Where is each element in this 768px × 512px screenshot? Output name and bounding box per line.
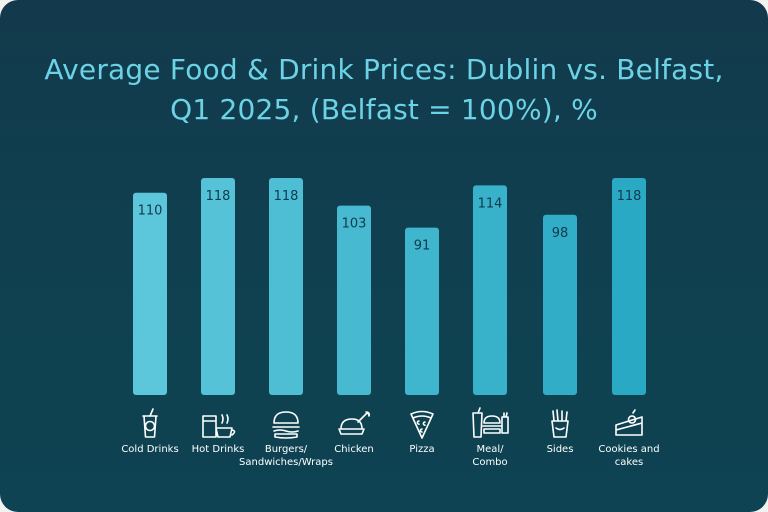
- pizza-icon: [410, 410, 434, 439]
- cold-drink-icon: [142, 408, 158, 438]
- chart-title-line-1: Average Food & Drink Prices: Dublin vs. …: [44, 53, 724, 86]
- bar-value-label: 118: [274, 189, 299, 204]
- bar-value-label: 98: [552, 226, 569, 241]
- category-label-hot-drinks: Hot Drinks: [192, 444, 245, 455]
- fries-icon: [551, 409, 569, 438]
- bar-hot-drinks: [201, 178, 235, 395]
- burger-icon: [272, 411, 300, 439]
- category-label-sides: Sides: [547, 444, 574, 455]
- bar-cookies-and-cakes: [612, 178, 646, 395]
- category-label-cold-drinks: Cold Drinks: [121, 444, 178, 455]
- bar-sides: [543, 214, 577, 395]
- bar-burgers-sandwiches-wraps: [269, 178, 303, 395]
- bar-pizza: [405, 227, 439, 395]
- bar-value-label: 118: [206, 189, 231, 204]
- meal-combo-icon: [472, 407, 509, 438]
- cake-icon: [615, 409, 643, 436]
- category-label-chicken: Chicken: [334, 444, 374, 455]
- chicken-icon: [338, 411, 370, 435]
- hot-drink-icon: [202, 414, 236, 438]
- bar-value-label: 91: [414, 239, 431, 254]
- bar-cold-drinks: [133, 192, 167, 395]
- bar-meal-combo: [473, 185, 507, 395]
- bar-value-label: 110: [138, 204, 163, 219]
- category-label-pizza: Pizza: [409, 444, 434, 455]
- bar-chicken: [337, 205, 371, 395]
- category-label-cookies-and-cakes: Cookies and cakes: [598, 444, 659, 468]
- chart-title-line-2: Q1 2025, (Belfast = 100%), %: [170, 93, 598, 126]
- bar-value-label: 118: [617, 189, 642, 204]
- bar-value-label: 103: [342, 217, 367, 232]
- category-label-burgers-sandwiches-wraps: Burgers/Sandwiches/Wraps: [239, 444, 333, 468]
- category-label-meal-combo: Meal/Combo: [472, 444, 507, 468]
- bar-value-label: 114: [478, 196, 503, 211]
